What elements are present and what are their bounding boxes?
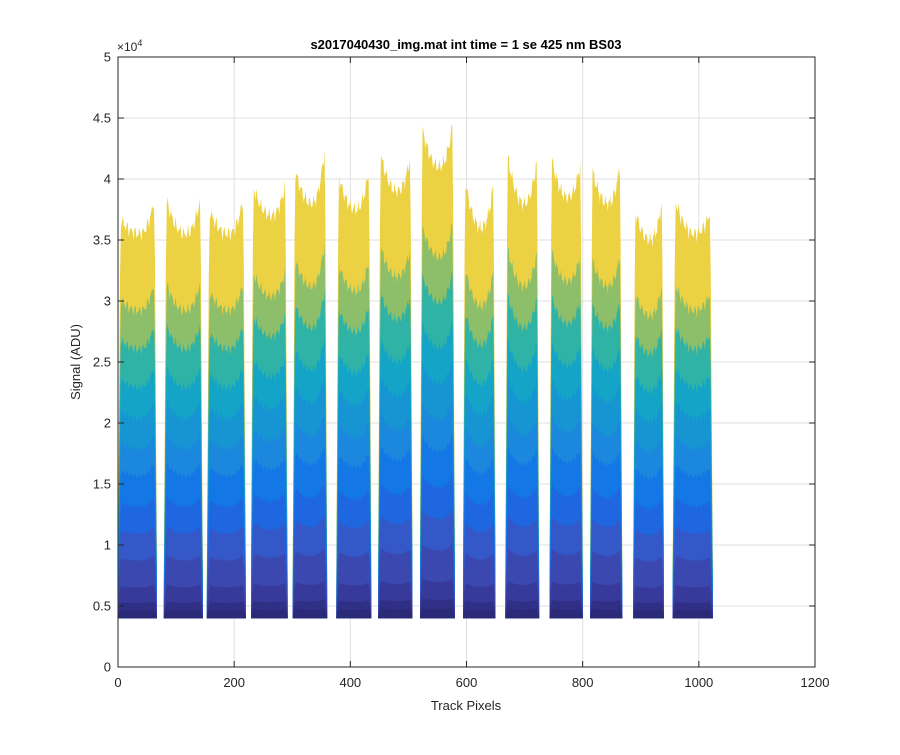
track-13-layer-13 [633,609,664,619]
track-7-layer-13 [378,608,413,619]
y-axis-exponent: ×104 [117,38,142,54]
track-1-layer-13 [118,610,157,619]
track-11 [549,157,583,619]
y-tick-label: 2.5 [93,355,111,370]
track-6-layer-13 [336,609,372,619]
track-14-layer-13 [672,609,713,619]
y-axis-ticks: 0 0.5 1 1.5 2 2.5 3 3.5 4 4.5 5 [93,50,815,675]
x-tick-label: 600 [456,675,478,690]
track-9-layer-13 [463,609,496,619]
track-4-layer-13 [251,609,288,619]
y-tick-label: 3.5 [93,233,111,248]
x-axis-ticks: 0 200 400 600 800 1000 1200 [114,57,829,690]
y-tick-label: 0.5 [93,599,111,614]
track-4 [251,179,288,619]
track-10 [505,155,540,619]
y-tick-label: 1.5 [93,477,111,492]
y-axis-exponent-power: 4 [137,38,142,48]
y-tick-label: 4 [104,172,111,187]
track-1 [118,205,157,619]
track-8-layer-13 [420,608,455,619]
track-3 [206,204,246,619]
x-tick-label: 200 [223,675,245,690]
track-12-layer-13 [590,609,623,619]
track-5-layer-13 [292,608,328,619]
chart-title: s2017040430_img.mat int time = 1 se 425 … [310,37,621,52]
track-2-layer-13 [163,609,203,619]
y-tick-label: 2 [104,416,111,431]
y-axis-label: Signal (ADU) [68,324,83,400]
x-tick-label: 1000 [684,675,713,690]
y-tick-label: 3 [104,294,111,309]
y-tick-label: 5 [104,50,111,65]
track-13 [633,203,664,619]
y-axis-exponent-base: ×10 [117,40,138,54]
x-tick-label: 400 [339,675,361,690]
track-3-layer-13 [206,609,246,619]
track-5 [292,149,328,619]
track-10-layer-13 [505,608,540,619]
plot-area [118,123,713,619]
track-7 [378,155,413,619]
x-tick-label: 1200 [801,675,830,690]
track-2 [163,197,203,619]
x-tick-label: 800 [572,675,594,690]
track-9 [463,184,496,619]
track-12 [590,167,623,619]
x-axis-label: Track Pixels [431,698,502,713]
track-6 [336,174,372,619]
x-tick-label: 0 [114,675,121,690]
y-tick-label: 1 [104,538,111,553]
y-tick-label: 4.5 [93,111,111,126]
track-8 [420,123,455,619]
track-11-layer-13 [549,609,583,619]
y-tick-label: 0 [104,660,111,675]
track-14 [672,202,713,619]
